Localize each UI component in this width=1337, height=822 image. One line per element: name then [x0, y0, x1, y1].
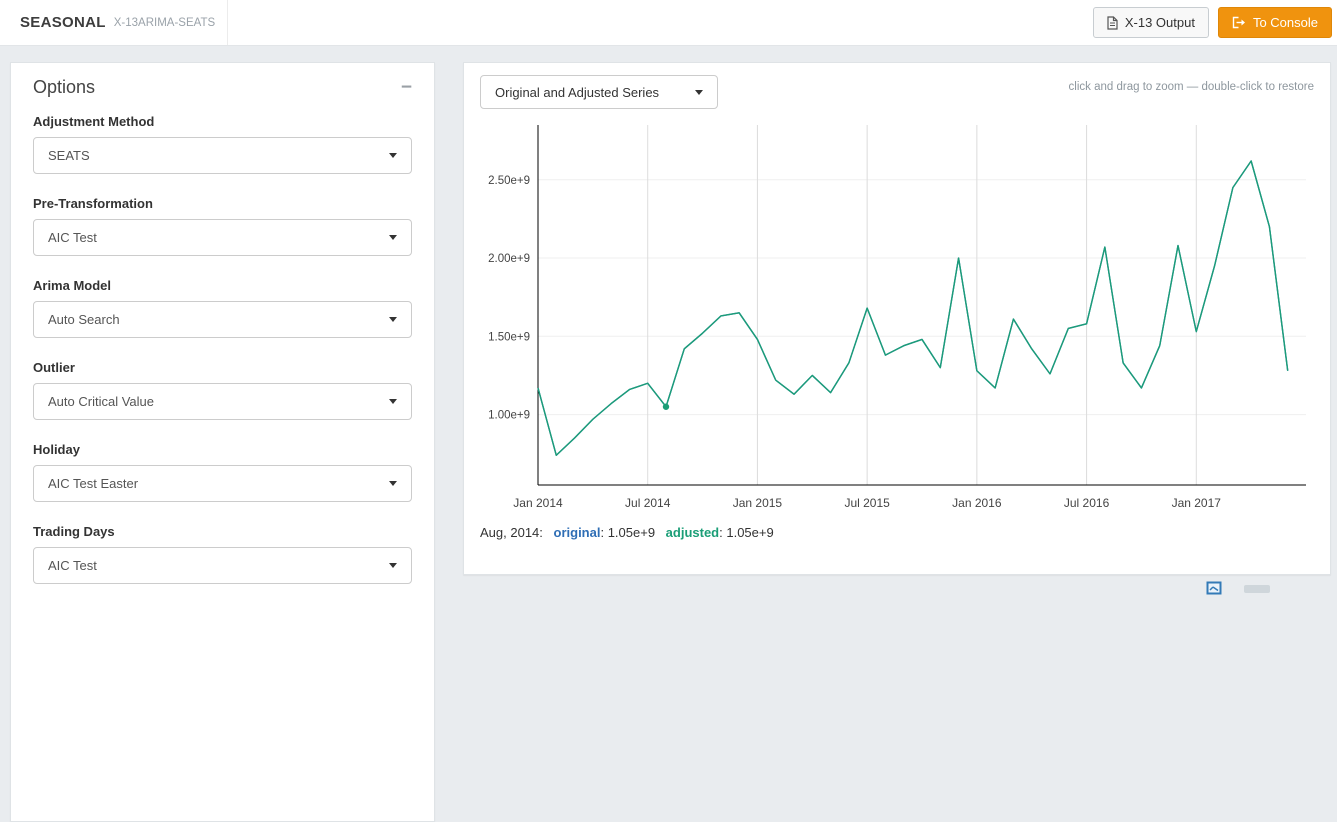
- y-axis-tick-label: 1.00e+9: [488, 410, 530, 422]
- caret-down-icon: [695, 89, 703, 95]
- status-original-value: : 1.05e+9: [600, 525, 656, 540]
- collapse-minus-icon[interactable]: −: [400, 77, 412, 98]
- holiday-select[interactable]: AIC Test Easter: [33, 465, 412, 502]
- trading-days-value: AIC Test: [48, 558, 97, 573]
- options-panel: Options − Adjustment Method SEATS Pre-Tr…: [10, 62, 435, 822]
- to-console-button-label: To Console: [1252, 15, 1318, 30]
- caret-down-icon: [389, 481, 397, 486]
- to-console-button[interactable]: To Console: [1217, 7, 1332, 38]
- next-panel-partial-label-stub: [1244, 585, 1270, 593]
- outlier-select[interactable]: Auto Critical Value: [33, 383, 412, 420]
- main-content: Options − Adjustment Method SEATS Pre-Tr…: [0, 46, 1337, 822]
- outlier-label: Outlier: [33, 360, 75, 375]
- options-panel-header: Options −: [33, 77, 412, 98]
- holiday-value: AIC Test Easter: [48, 476, 139, 491]
- pre-transformation-label: Pre-Transformation: [33, 196, 153, 211]
- adjustment-method-value: SEATS: [48, 148, 90, 163]
- time-series-chart[interactable]: 1.00e+9 1.50e+9 2.00e+9 2.50e+9 Jan 2014 Jul …: [480, 119, 1312, 519]
- options-title: Options: [33, 77, 96, 97]
- status-adjusted-value: : 1.05e+9: [719, 525, 774, 540]
- x-axis-tick-label: Jul 2015: [844, 496, 890, 510]
- status-original-label: original: [553, 525, 601, 540]
- caret-down-icon: [389, 399, 397, 404]
- header-actions: X-13 Output To Console: [1092, 7, 1337, 38]
- holiday-group: Holiday AIC Test Easter: [33, 442, 412, 502]
- adjustment-method-group: Adjustment Method SEATS: [33, 114, 412, 174]
- pre-transformation-select[interactable]: AIC Test: [33, 219, 412, 256]
- app-title-group: SEASONAL X-13ARIMA-SEATS: [0, 0, 228, 45]
- holiday-label: Holiday: [33, 442, 80, 457]
- zoom-hint: click and drag to zoom — double-click to…: [1068, 81, 1314, 93]
- caret-down-icon: [389, 153, 397, 158]
- y-axis-tick-label: 2.50e+9: [488, 175, 530, 187]
- x13-output-button-label: X-13 Output: [1124, 15, 1195, 30]
- original-series-line: [537, 160, 1289, 456]
- x-axis-tick-label: Jan 2016: [952, 496, 1002, 510]
- x-axis-tick-label: Jul 2014: [625, 496, 671, 510]
- chart-toolbar: Original and Adjusted Series click and d…: [480, 75, 1314, 109]
- trading-days-label: Trading Days: [33, 524, 115, 539]
- chart-status-bar: Aug, 2014: original: 1.05e+9 adjusted: 1…: [480, 525, 1314, 540]
- arima-model-group: Arima Model Auto Search: [33, 278, 412, 338]
- document-icon: [1107, 15, 1118, 30]
- status-date: Aug, 2014:: [480, 525, 543, 540]
- app-header: SEASONAL X-13ARIMA-SEATS X-13 Output: [0, 0, 1337, 46]
- y-axis-tick-label: 1.50e+9: [488, 331, 530, 343]
- outlier-value: Auto Critical Value: [48, 394, 154, 409]
- outlier-group: Outlier Auto Critical Value: [33, 360, 412, 420]
- series-selector[interactable]: Original and Adjusted Series: [480, 75, 718, 109]
- trading-days-select[interactable]: AIC Test: [33, 547, 412, 584]
- caret-down-icon: [389, 317, 397, 322]
- adjustment-method-select[interactable]: SEATS: [33, 137, 412, 174]
- highlighted-point: [662, 403, 670, 410]
- app-title: SEASONAL: [20, 14, 106, 31]
- x-axis-tick-label: Jan 2014: [513, 496, 563, 510]
- series-selector-value: Original and Adjusted Series: [495, 84, 660, 100]
- sign-out-icon: [1232, 16, 1246, 29]
- x13-output-button[interactable]: X-13 Output: [1092, 7, 1209, 38]
- x-axis-tick-label: Jul 2016: [1064, 496, 1110, 510]
- arima-model-label: Arima Model: [33, 278, 112, 293]
- x-axis-tick-label: Jan 2017: [1172, 496, 1222, 510]
- arima-model-value: Auto Search: [48, 312, 120, 327]
- adjustment-method-label: Adjustment Method: [33, 114, 155, 129]
- x-axis-tick-label: Jan 2015: [733, 496, 783, 510]
- y-axis-tick-label: 2.00e+9: [488, 253, 530, 265]
- app-subtitle: X-13ARIMA-SEATS: [113, 16, 216, 29]
- adjusted-series-line: [537, 160, 1289, 456]
- chart-panel: Original and Adjusted Series click and d…: [463, 62, 1331, 575]
- arima-model-select[interactable]: Auto Search: [33, 301, 412, 338]
- trading-days-group: Trading Days AIC Test: [33, 524, 412, 584]
- caret-down-icon: [389, 235, 397, 240]
- pre-transformation-value: AIC Test: [48, 230, 97, 245]
- status-adjusted-label: adjusted: [665, 525, 720, 540]
- caret-down-icon: [389, 563, 397, 568]
- pre-transformation-group: Pre-Transformation AIC Test: [33, 196, 412, 256]
